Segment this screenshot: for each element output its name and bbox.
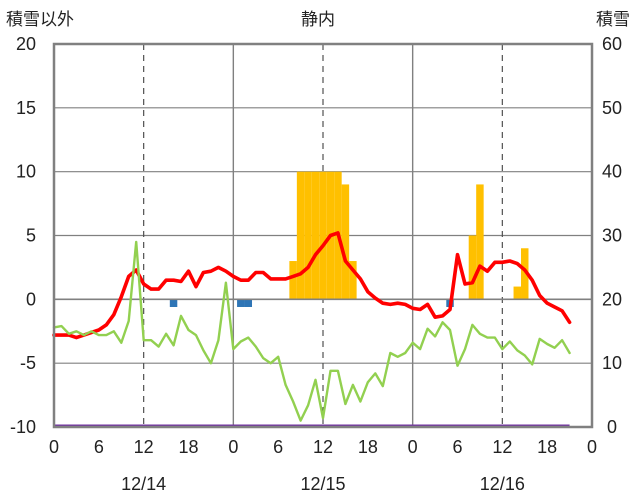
blue-bar-1: [237, 299, 245, 307]
x-tick-label-9: 6: [452, 437, 462, 457]
snow-bar-11: [513, 286, 522, 300]
x-tick-label-5: 6: [273, 437, 283, 457]
right-tick-label-5: 50: [602, 98, 622, 118]
snow-bar-9: [468, 235, 477, 300]
x-tick-label-12: 0: [587, 437, 597, 457]
date-label-1: 12/15: [300, 474, 345, 494]
left-axis-title: 積雪以外: [6, 10, 74, 30]
x-tick-label-0: 0: [49, 437, 59, 457]
snow-bar-0: [289, 261, 297, 300]
x-tick-label-11: 18: [537, 437, 557, 457]
x-tick-label-4: 0: [228, 437, 238, 457]
snow-bar-10: [476, 184, 484, 300]
snow-bar-1: [296, 171, 305, 300]
snow-bar-2: [304, 171, 312, 300]
left-tick-label-5: 15: [16, 98, 36, 118]
right-tick-label-4: 40: [602, 162, 622, 182]
snow-bar-7: [341, 184, 350, 300]
x-tick-label-3: 18: [178, 437, 198, 457]
x-tick-label-10: 12: [492, 437, 512, 457]
plot-border: [52, 42, 594, 429]
left-tick-label-6: 20: [16, 34, 36, 54]
snow-bar-8: [349, 261, 357, 300]
snow-bar-12: [521, 248, 529, 300]
right-tick-label-1: 10: [602, 353, 622, 373]
date-label-2: 12/16: [480, 474, 525, 494]
left-tick-label-3: 5: [26, 226, 36, 246]
x-tick-label-8: 0: [408, 437, 418, 457]
x-tick-label-6: 12: [313, 437, 333, 457]
right-tick-label-6: 60: [602, 34, 622, 54]
snow-bar-3: [311, 171, 320, 300]
date-label-0: 12/14: [121, 474, 166, 494]
right-tick-label-0: 0: [607, 417, 617, 437]
left-tick-label-1: -5: [20, 353, 36, 373]
blue-bar-2: [244, 299, 253, 307]
green-series-line: [52, 240, 571, 422]
right-tick-label-3: 30: [602, 226, 622, 246]
x-tick-label-1: 6: [94, 437, 104, 457]
blue-bar-0: [169, 299, 178, 307]
left-tick-label-0: -10: [10, 417, 36, 437]
x-tick-label-7: 18: [358, 437, 378, 457]
chart-title: 静内: [301, 10, 335, 30]
x-tick-label-2: 12: [134, 437, 154, 457]
left-tick-label-2: 0: [26, 289, 36, 309]
right-axis-title: 積雪: [596, 10, 630, 30]
left-tick-label-4: 10: [16, 162, 36, 182]
plot-frame: [52, 42, 594, 429]
snow-bar-4: [319, 171, 327, 300]
right-tick-label-2: 20: [602, 289, 622, 309]
